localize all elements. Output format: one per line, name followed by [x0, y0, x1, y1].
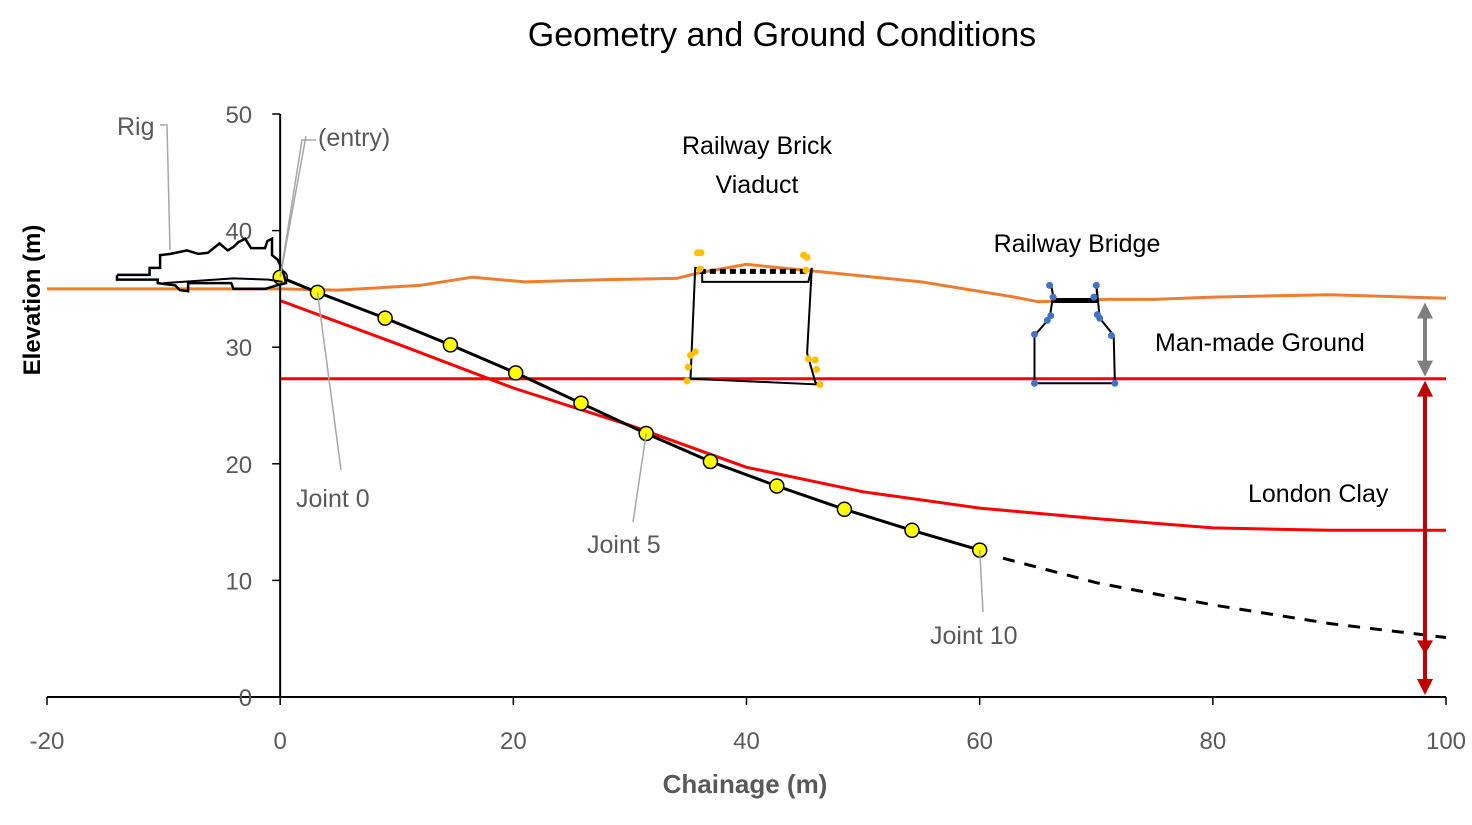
london-clay-arrowhead-down: [1417, 679, 1434, 695]
drilling-rig-outline: [115, 236, 288, 293]
viaduct-point: [813, 365, 820, 373]
bridge-point: [1111, 379, 1119, 387]
rig-layer: [115, 236, 288, 293]
joint-point: [702, 453, 719, 470]
viaduct-label-line1: Railway Brick: [682, 132, 833, 160]
bridge-point: [1107, 332, 1115, 339]
viaduct-point: [697, 249, 705, 257]
y-tick-label: 20: [225, 452, 252, 479]
ground-surface-line: [47, 262, 1447, 304]
joint-point: [507, 365, 524, 381]
viaduct-outline: [689, 266, 823, 386]
drilling-rig-track: [163, 277, 283, 285]
leader-line: [632, 433, 647, 523]
y-tick-label: 30: [225, 335, 252, 362]
viaduct-point: [802, 266, 810, 274]
ground-layer: [47, 262, 1447, 532]
viaduct-point: [804, 355, 812, 363]
x-tick-label: 40: [733, 728, 760, 755]
pipeline-extrapolation-line: [1002, 556, 1447, 639]
viaduct-point: [816, 381, 824, 388]
bridge-point: [1031, 330, 1038, 338]
london-clay-label: London Clay: [1248, 480, 1389, 508]
x-tick-label: 80: [1199, 728, 1226, 755]
joints-layer: [272, 269, 988, 558]
joint-point: [442, 337, 459, 353]
bridge-point: [1046, 281, 1054, 289]
x-tick-label: 20: [500, 728, 527, 755]
joint-point: [573, 395, 589, 411]
man-made-ground-label: Man-made Ground: [1155, 329, 1365, 357]
bridge-point: [1092, 281, 1100, 289]
pipeline-layer: [279, 275, 1447, 639]
pipeline-line: [279, 275, 981, 552]
clay-lower-boundary-line: [279, 299, 1446, 532]
bridge-point: [1093, 311, 1101, 319]
x-axis-label: Chainage (m): [663, 769, 828, 799]
x-tick-label: 100: [1426, 728, 1466, 755]
leader-line: [316, 292, 342, 471]
viaduct-point: [691, 348, 699, 356]
rig-label: Rig: [117, 113, 155, 141]
viaduct-point: [696, 265, 704, 273]
rig-leader: [160, 124, 171, 251]
y-tick-label: 10: [225, 568, 252, 595]
chart-title: Geometry and Ground Conditions: [528, 16, 1036, 54]
x-tick-label: 60: [966, 728, 993, 755]
joint5-label: Joint 5: [587, 531, 661, 559]
bridge-point: [1090, 293, 1098, 301]
viaduct-label-line2: Viaduct: [716, 171, 799, 199]
entry-label: (entry): [318, 124, 390, 152]
leaders-layer: [160, 124, 984, 613]
joint0-label: Joint 0: [296, 485, 370, 513]
viaduct-point: [684, 363, 692, 371]
viaduct-point: [683, 377, 691, 385]
man-made-ground-arrowhead-down: [1417, 360, 1434, 377]
y-tick-label: 0: [239, 685, 252, 712]
joint10-label: Joint 10: [930, 622, 1018, 650]
joint-point: [769, 478, 785, 494]
joint-point: [904, 522, 920, 539]
entry-leader: [279, 139, 316, 278]
joint-point: [836, 501, 853, 518]
joint-point: [377, 310, 393, 326]
leader-line: [978, 550, 984, 613]
bridge-point: [1047, 312, 1055, 320]
bridge-point: [1049, 293, 1057, 301]
x-tick-label: 0: [273, 728, 286, 755]
man-made-ground-arrowhead-up: [1417, 302, 1434, 319]
bridge-label: Railway Bridge: [994, 230, 1161, 258]
structures-layer: [683, 249, 1119, 388]
viaduct-point: [811, 356, 819, 364]
bridge-point: [1031, 379, 1038, 387]
london-clay-arrowhead-mid: [1417, 640, 1434, 655]
viaduct-point: [803, 253, 811, 261]
arrows-layer: [1417, 302, 1434, 695]
london-clay-arrowhead-up: [1417, 380, 1434, 397]
y-tick-label: 50: [225, 102, 252, 129]
y-axis-label: Elevation (m): [19, 225, 46, 376]
x-tick-label: -20: [30, 728, 65, 755]
